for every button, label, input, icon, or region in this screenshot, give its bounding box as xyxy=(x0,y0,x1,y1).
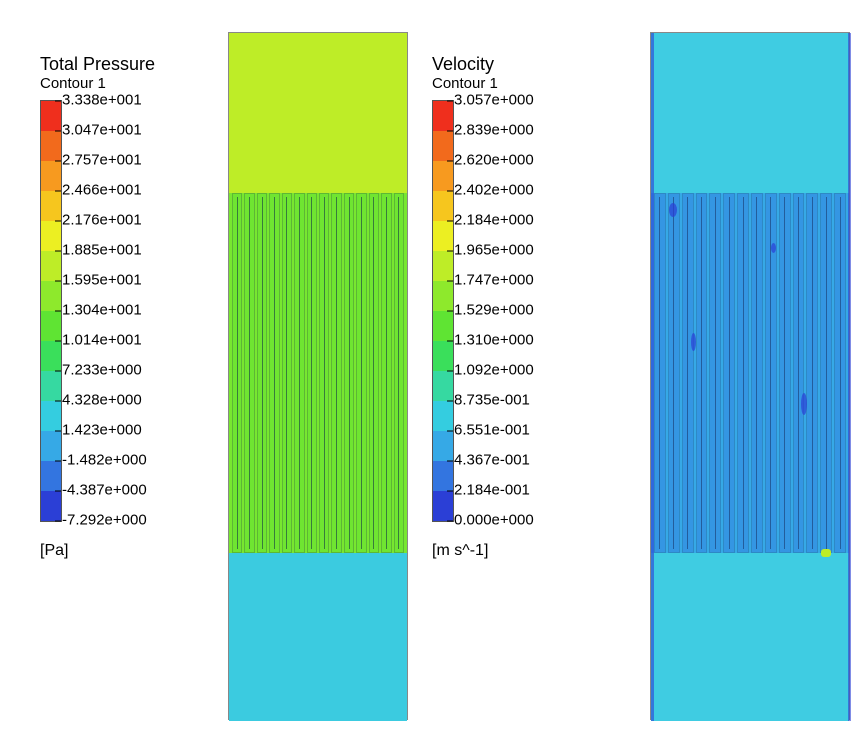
legend-tick: 4.328e+000 xyxy=(62,392,142,409)
legend-tick: 1.092e+000 xyxy=(454,362,534,379)
legend-tick: 2.620e+000 xyxy=(454,152,534,169)
legend-tick: 3.338e+001 xyxy=(62,92,142,109)
legend-tick: 2.402e+000 xyxy=(454,182,534,199)
legend-tick: 2.839e+000 xyxy=(454,122,534,139)
legend-unit: [Pa] xyxy=(40,542,68,560)
legend-tick: 2.184e-001 xyxy=(454,482,530,499)
legend-tick: 6.551e-001 xyxy=(454,422,530,439)
contour-plot-pressure xyxy=(228,32,408,720)
contour-plot-velocity xyxy=(650,32,850,720)
legend-tick: 1.885e+001 xyxy=(62,242,142,259)
legend-tick: 2.176e+001 xyxy=(62,212,142,229)
legend-tick: -4.387e+000 xyxy=(62,482,147,499)
legend-tick: 4.367e-001 xyxy=(454,452,530,469)
legend-tick: -1.482e+000 xyxy=(62,452,147,469)
legend-subtitle: Contour 1 xyxy=(432,75,498,92)
legend-tick: 1.310e+000 xyxy=(454,332,534,349)
legend-tick: 1.014e+001 xyxy=(62,332,142,349)
legend-tick: 1.595e+001 xyxy=(62,272,142,289)
legend-subtitle: Contour 1 xyxy=(40,75,155,92)
legend-title: Total Pressure xyxy=(40,54,155,75)
legend-title: Velocity xyxy=(432,54,498,75)
legend-tick: 2.184e+000 xyxy=(454,212,534,229)
legend-tick: 2.466e+001 xyxy=(62,182,142,199)
legend-unit: [m s^-1] xyxy=(432,542,488,560)
legend-tick: 1.304e+001 xyxy=(62,302,142,319)
legend-tick: 0.000e+000 xyxy=(454,512,534,529)
legend-tick: 3.047e+001 xyxy=(62,122,142,139)
legend-tick: 1.529e+000 xyxy=(454,302,534,319)
legend-tick: 7.233e+000 xyxy=(62,362,142,379)
legend-tick: 2.757e+001 xyxy=(62,152,142,169)
legend-tick: 1.965e+000 xyxy=(454,242,534,259)
legend-tick: 3.057e+000 xyxy=(454,92,534,109)
legend-colorbar xyxy=(40,100,62,522)
legend-colorbar xyxy=(432,100,454,522)
legend-tick: 1.423e+000 xyxy=(62,422,142,439)
legend-tick: -7.292e+000 xyxy=(62,512,147,529)
legend-tick: 1.747e+000 xyxy=(454,272,534,289)
legend-tick: 8.735e-001 xyxy=(454,392,530,409)
